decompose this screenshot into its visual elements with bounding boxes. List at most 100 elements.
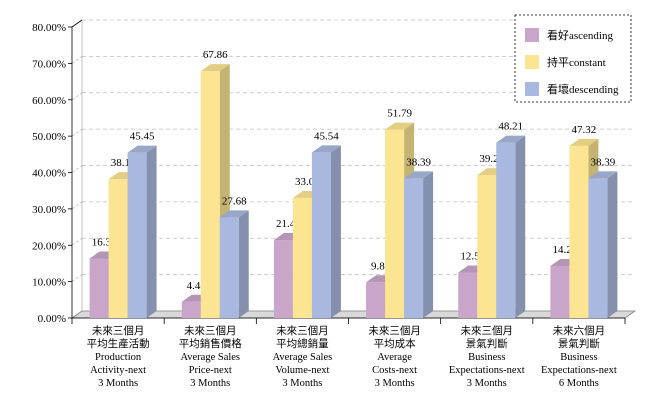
data-label: 27.68 — [222, 195, 247, 207]
bar — [219, 210, 249, 318]
y-tick-label: 0.00% — [38, 313, 66, 325]
bar-front — [550, 266, 570, 318]
x-category-label: Expectations-next — [541, 365, 617, 376]
x-category-label: Price-next — [189, 365, 232, 376]
x-category-label: Business — [468, 352, 505, 363]
x-category-label: 未來三個月 — [368, 324, 421, 337]
bar-top — [496, 135, 526, 143]
y-tick-label: 30.00% — [32, 204, 66, 216]
legend-swatch — [525, 28, 539, 42]
x-category-label: 平均銷售價格 — [179, 337, 242, 350]
x-category-label: 景氣判斷 — [466, 337, 508, 350]
bar — [588, 171, 618, 318]
x-category-label: 平均成本 — [374, 337, 416, 350]
bar-top — [219, 210, 249, 218]
data-label: 67.86 — [203, 49, 228, 61]
bar-front — [292, 197, 312, 318]
x-category-label: 3 Months — [467, 378, 507, 389]
data-label: 48.21 — [498, 121, 523, 133]
bar-top — [385, 122, 415, 130]
bar-side — [330, 145, 341, 318]
bar-front — [108, 179, 128, 318]
bar-front — [569, 145, 589, 318]
gridline-side — [71, 201, 83, 210]
y-tick-label: 40.00% — [32, 168, 66, 180]
bar — [127, 145, 157, 318]
legend-swatch — [525, 82, 539, 96]
y-tick-label: 20.00% — [32, 240, 66, 252]
bar-front — [477, 175, 497, 318]
legend-label: 看壞descending — [547, 82, 619, 96]
gridline-side — [71, 274, 83, 282]
x-category-label: Production — [95, 352, 142, 363]
y-tick-label: 70.00% — [32, 58, 66, 70]
data-label: 45.54 — [314, 130, 339, 142]
x-category-label: Average — [377, 352, 412, 363]
bar-front — [219, 217, 239, 318]
x-category-label: Average Sales — [273, 352, 333, 363]
legend-label: 看好ascending — [547, 28, 613, 42]
data-label: 38.39 — [591, 156, 616, 168]
data-label: 51.79 — [387, 108, 412, 120]
x-category-label: Costs-next — [372, 365, 417, 376]
x-category-label: 景氣判斷 — [558, 337, 600, 350]
bar-side — [146, 145, 157, 318]
x-category-label: 未來三個月 — [276, 324, 329, 337]
y-axis-top-depth — [71, 19, 83, 28]
bar-top — [569, 138, 599, 146]
x-category-label: 未來六個月 — [553, 324, 606, 337]
x-category-label: Volume-next — [275, 365, 329, 376]
bar-front — [458, 272, 478, 318]
data-label: 45.45 — [130, 131, 155, 143]
y-tick-label: 10.00% — [32, 277, 66, 289]
x-category-label: 3 Months — [190, 378, 230, 389]
bar-front — [200, 71, 220, 319]
y-tick-label: 80.00% — [32, 22, 66, 34]
bar — [404, 171, 434, 318]
bar-front — [311, 152, 331, 318]
y-tick-label: 50.00% — [32, 131, 66, 143]
bar-side — [607, 171, 618, 318]
bar — [496, 135, 526, 318]
x-category-label: 平均總銷量 — [276, 337, 329, 350]
bar-side — [423, 171, 434, 318]
x-category-label: 3 Months — [282, 378, 322, 389]
x-category-label: 未來三個月 — [461, 324, 514, 337]
bar-front — [181, 301, 201, 318]
bar-side — [238, 210, 249, 318]
bar-top — [200, 64, 230, 72]
bar-front — [89, 258, 109, 318]
bar-top — [588, 171, 618, 179]
gridline-side — [71, 128, 83, 137]
x-category-label: Average Sales — [180, 352, 240, 363]
legend-label: 持平constant — [547, 55, 606, 69]
data-label: 38.39 — [406, 156, 431, 168]
x-category-label: 未來三個月 — [92, 324, 145, 337]
bar-front — [496, 142, 516, 318]
bar — [311, 145, 341, 318]
gridline-side — [71, 56, 83, 64]
x-category-label: 未來三個月 — [184, 324, 237, 337]
y-tick-label: 60.00% — [32, 95, 66, 107]
x-category-label: 3 Months — [375, 378, 415, 389]
gridline-side — [71, 237, 83, 246]
bar-front — [404, 178, 424, 318]
bar-top — [404, 171, 434, 179]
x-category-label: 3 Months — [98, 378, 138, 389]
gridline-side — [71, 92, 83, 101]
x-category-label: 平均生產活動 — [87, 337, 150, 350]
bar-top — [127, 145, 157, 153]
bar-front — [366, 282, 386, 318]
legend-swatch — [525, 55, 539, 69]
x-category-label: Business — [560, 352, 597, 363]
bar-side — [515, 135, 526, 318]
x-category-label: 6 Months — [559, 378, 599, 389]
data-label: 47.32 — [572, 124, 597, 136]
bar-top — [311, 145, 341, 153]
bar-front — [127, 152, 147, 318]
gridline-side — [71, 165, 83, 173]
x-category-label: Expectations-next — [449, 365, 525, 376]
x-category-label: Activity-next — [90, 365, 146, 376]
